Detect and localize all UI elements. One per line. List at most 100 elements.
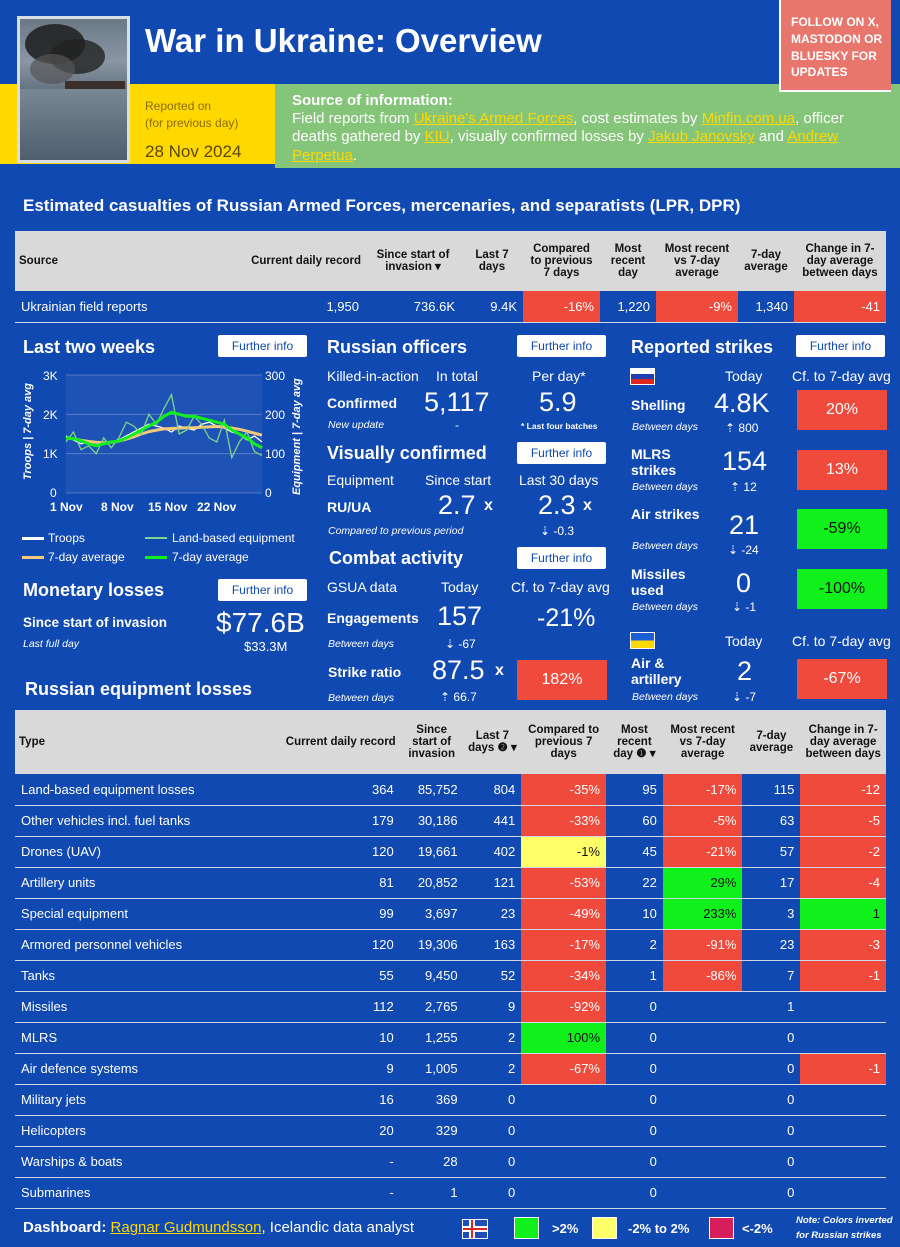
cell	[662, 1022, 743, 1054]
cell	[800, 1177, 886, 1209]
cell: 120	[264, 929, 400, 961]
cell: 63	[742, 805, 801, 837]
cell: 0	[463, 1177, 522, 1209]
officers-h1: Killed-in-action	[327, 368, 419, 384]
cell	[662, 1177, 743, 1209]
strike-ratio-label: Strike ratio	[328, 664, 402, 680]
cell: 19,661	[399, 836, 464, 868]
col-change: Change in 7-day average between days	[800, 710, 886, 774]
cell: 22	[606, 867, 663, 899]
strikes-h3: Cf. to 7-day avg	[792, 368, 891, 384]
officers-total: 5,117	[424, 387, 490, 417]
cell: Special equipment	[15, 898, 265, 930]
col-compared: Compared to previous 7 days	[521, 710, 606, 774]
cell: 2	[463, 1022, 522, 1054]
cell: 0	[606, 1053, 663, 1085]
combat-info-button[interactable]: Further info	[517, 547, 606, 569]
strikes-info-button[interactable]: Further info	[796, 335, 885, 357]
cell: 29%	[662, 867, 743, 899]
strike-value-air-artillery: 2	[737, 656, 753, 686]
strikes-h2: Today	[725, 368, 763, 384]
link-janovsky[interactable]: Jakub Janovsky	[648, 128, 755, 146]
cell: 28	[399, 1146, 464, 1178]
visual-since: 2.7	[438, 490, 476, 520]
table-row: MLRS 10 1,255 2 100% 0 0	[15, 1022, 886, 1054]
cell: 0	[606, 991, 663, 1023]
cell: 20,852	[399, 867, 464, 899]
series-line-land-based-equipment	[65, 392, 263, 460]
officers-per-day: 5.9	[539, 387, 577, 417]
visual-row-label: RU/UA	[327, 499, 372, 515]
col-last7[interactable]: Last 7 days ❷ ▾	[463, 710, 522, 774]
cell: 52	[463, 960, 522, 992]
follow-link[interactable]: FOLLOW ON X, MASTODON OR BLUESKY FOR UPD…	[779, 0, 891, 92]
equipment-table: Type Current daily record Since start of…	[15, 710, 886, 1209]
cell: -41	[794, 291, 886, 323]
col-recent: Most recent day	[600, 231, 656, 291]
visual-info-button[interactable]: Further info	[517, 442, 606, 464]
table-row: Helicopters 20 329 0 0 0	[15, 1115, 886, 1147]
tick-label: 100	[265, 447, 285, 461]
header-photo	[17, 16, 130, 163]
cell: Drones (UAV)	[15, 836, 265, 868]
col-7day: 7-day average	[742, 710, 801, 774]
legend-swatch-avg-troops	[22, 556, 44, 559]
author-link[interactable]: Ragnar Gudmundsson	[110, 1219, 262, 1236]
cell: 0	[606, 1146, 663, 1178]
cell: 1	[800, 898, 886, 930]
link-perpetua[interactable]: Andrew Perpetua	[292, 128, 839, 164]
cell: 100%	[521, 1022, 606, 1054]
page-title: War in Ukraine: Overview	[145, 22, 542, 59]
cell: -33%	[521, 805, 606, 837]
cell: 804	[463, 774, 522, 806]
header-band	[0, 0, 900, 84]
two-weeks-info-button[interactable]: Further info	[218, 335, 307, 357]
cell: Warships & boats	[15, 1146, 265, 1178]
report-date: 28 Nov 2024	[145, 142, 242, 161]
cell: 23	[463, 898, 522, 930]
officers-sub: New update	[328, 419, 385, 431]
cell	[521, 1084, 606, 1116]
cell: -92%	[521, 991, 606, 1023]
cell: 95	[606, 774, 663, 806]
col-recent-vs: Most recent vs 7-day average	[662, 710, 743, 774]
ua-strikes-h2: Today	[725, 633, 763, 649]
casualties-table: Source Current daily record Since start …	[15, 231, 886, 323]
strike-pct-mlrs: 13%	[797, 450, 887, 490]
strike-delta-mlrs: ⇡ 12	[730, 480, 757, 494]
cell: 85,752	[399, 774, 464, 806]
cell: 30,186	[399, 805, 464, 837]
tick-label: 2K	[43, 408, 58, 422]
tick-label: 0	[265, 486, 272, 500]
ua-strikes-h3: Cf. to 7-day avg	[792, 633, 891, 649]
col-recent[interactable]: Most recent day ❶ ▾	[606, 710, 663, 774]
plot-area	[66, 375, 262, 493]
link-kiu[interactable]: KIU	[424, 128, 450, 146]
cell: -17%	[521, 929, 606, 961]
tick-label: 1K	[43, 447, 58, 461]
cell: 99	[264, 898, 400, 930]
iceland-flag-icon	[462, 1219, 488, 1239]
table-row: Military jets 16 369 0 0 0	[15, 1084, 886, 1116]
cell: -16%	[523, 291, 600, 323]
officers-row-label: Confirmed	[327, 395, 397, 411]
tick-label: 0	[50, 486, 57, 500]
cell: 2,765	[399, 991, 464, 1023]
table-row: Armored personnel vehicles 120 19,306 163 -1…	[15, 929, 886, 961]
cell: Armored personnel vehicles	[15, 929, 265, 961]
officers-info-button[interactable]: Further info	[517, 335, 606, 357]
cell: -1%	[521, 836, 606, 868]
monetary-info-button[interactable]: Further info	[218, 579, 307, 601]
legend-swatch-equipment	[145, 537, 167, 539]
cell: 736.6K	[365, 291, 461, 323]
cell: Land-based equipment losses	[15, 774, 265, 806]
cell: -21%	[662, 836, 743, 868]
cell	[800, 991, 886, 1023]
table-row: Ukrainian field reports 1,950 736.6K 9.4…	[15, 291, 886, 323]
link-minfin[interactable]: Minfin.com.ua	[701, 110, 796, 127]
tick-label: 8 Nov	[101, 500, 134, 514]
cell: 0	[742, 1146, 801, 1178]
link-armed-forces[interactable]: Ukraine's Armed Forces	[413, 110, 574, 127]
col-since[interactable]: Since start of invasion ▾	[365, 231, 461, 291]
monetary-label: Since start of invasion	[23, 615, 168, 630]
